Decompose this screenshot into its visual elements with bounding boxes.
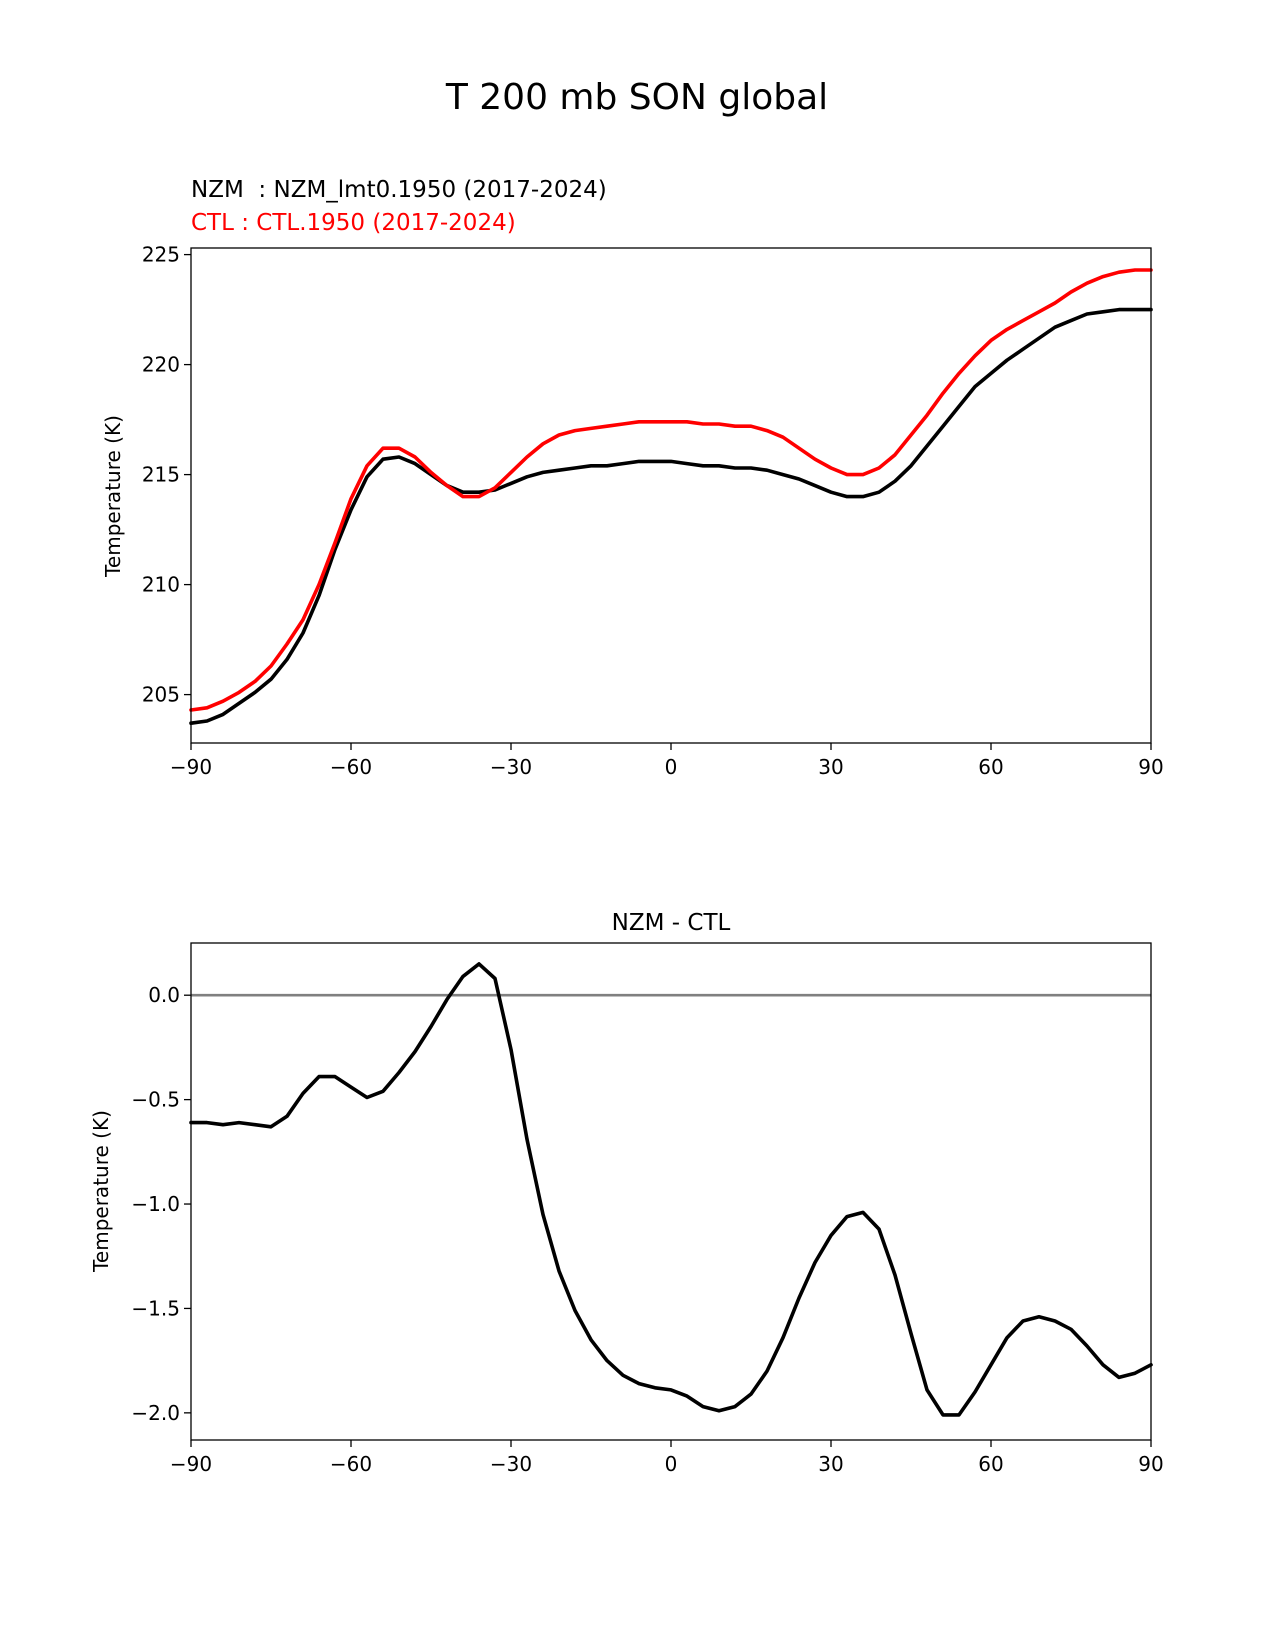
x-tick-label: 30 <box>818 1452 843 1476</box>
series-line-ctl <box>189 268 1153 712</box>
bottom-panel-axes: −90 −60 −30 0 30 60 90 0.0 −0.5 −1.0 −1.5 −2.0 <box>131 983 1163 1476</box>
x-tick-label: 30 <box>818 755 843 779</box>
x-tick-label: −60 <box>330 755 372 779</box>
series-line-nzm-ctl <box>189 962 1153 1417</box>
x-tick-label: 0 <box>665 755 678 779</box>
bottom-panel: NZM - CTL −90 −60 −30 0 30 60 90 0.0 −0.5 −1.0 −1.… <box>89 910 1164 1476</box>
x-tick-label: −30 <box>490 1452 532 1476</box>
x-tick-label: −60 <box>330 1452 372 1476</box>
x-tick-label: 60 <box>978 1452 1003 1476</box>
y-tick-label: −1.5 <box>131 1296 180 1320</box>
y-tick-label: −1.0 <box>131 1192 180 1216</box>
top-panel: NZM : NZM_lmt0.1950 (2017-2024) CTL : CT… <box>101 177 1164 779</box>
top-panel-axes: −90 −60 −30 0 30 60 90 205 210 215 220 225 <box>142 243 1164 779</box>
x-tick-label: −30 <box>490 755 532 779</box>
x-tick-label: 90 <box>1138 755 1163 779</box>
x-tick-label: −90 <box>170 755 212 779</box>
y-tick-label: 0.0 <box>148 983 180 1007</box>
bottom-panel-frame <box>190 942 1152 1441</box>
legend-entry-ctl: CTL : CTL.1950 (2017-2024) <box>191 210 516 236</box>
y-tick-label: 215 <box>142 463 180 487</box>
x-tick-label: 0 <box>665 1452 678 1476</box>
y-tick-label: 210 <box>142 573 180 597</box>
bottom-panel-series <box>189 962 1153 1417</box>
bottom-panel-title: NZM - CTL <box>612 910 731 936</box>
y-tick-label: −0.5 <box>131 1088 180 1112</box>
top-panel-ylabel: Temperature (K) <box>101 415 125 578</box>
y-tick-label: 205 <box>142 683 180 707</box>
series-line-nzm <box>189 307 1153 725</box>
x-tick-label: 90 <box>1138 1452 1163 1476</box>
x-tick-label: 60 <box>978 755 1003 779</box>
bottom-panel-ylabel: Temperature (K) <box>89 1110 113 1273</box>
y-tick-label: −2.0 <box>131 1401 180 1425</box>
figure-title: T 200 mb SON global <box>445 77 828 118</box>
top-panel-series <box>189 268 1153 725</box>
y-tick-label: 225 <box>142 243 180 267</box>
y-tick-label: 220 <box>142 353 180 377</box>
legend-entry-nzm: NZM : NZM_lmt0.1950 (2017-2024) <box>191 177 607 203</box>
top-panel-frame <box>190 247 1152 744</box>
x-tick-label: −90 <box>170 1452 212 1476</box>
